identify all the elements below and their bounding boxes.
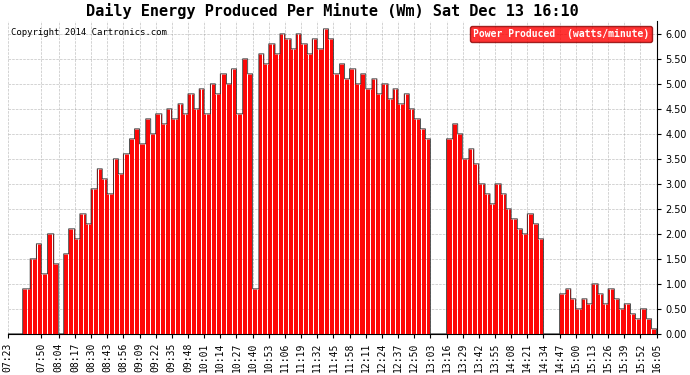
Text: Copyright 2014 Cartronics.com: Copyright 2014 Cartronics.com [11, 28, 167, 37]
Legend: Power Produced  (watts/minute): Power Produced (watts/minute) [470, 26, 652, 42]
Title: Daily Energy Produced Per Minute (Wm) Sat Dec 13 16:10: Daily Energy Produced Per Minute (Wm) Sa… [86, 3, 578, 19]
